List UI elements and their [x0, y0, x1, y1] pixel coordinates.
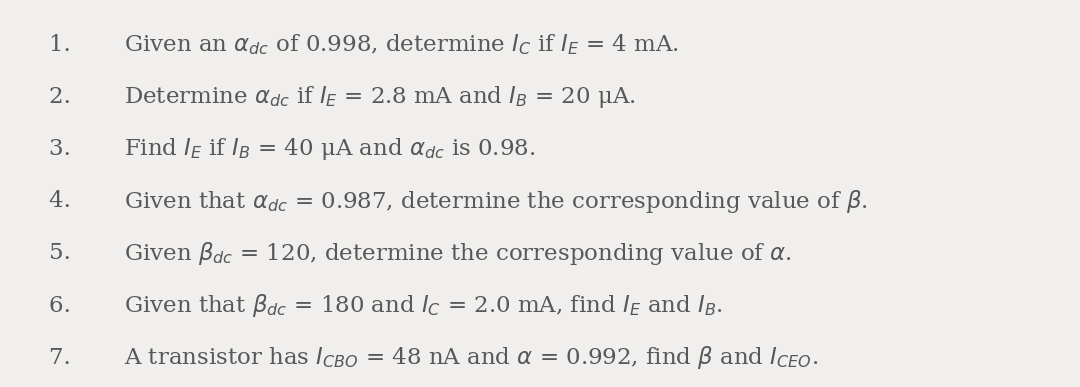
Text: 6.: 6. — [49, 295, 90, 317]
Text: A transistor has $I_{CBO}$ = 48 nA and $\alpha$ = 0.992, find $\beta$ and $I_{CE: A transistor has $I_{CBO}$ = 48 nA and $… — [124, 344, 819, 372]
Text: 1.: 1. — [49, 34, 89, 55]
Text: 2.: 2. — [49, 86, 90, 108]
Text: 5.: 5. — [49, 243, 90, 264]
Text: Given an $\alpha_{dc}$ of 0.998, determine $I_C$ if $I_E$ = 4 mA.: Given an $\alpha_{dc}$ of 0.998, determi… — [124, 32, 679, 57]
Text: Given that $\beta_{dc}$ = 180 and $I_C$ = 2.0 mA, find $I_E$ and $I_B$.: Given that $\beta_{dc}$ = 180 and $I_C$ … — [124, 292, 724, 319]
Text: 7.: 7. — [49, 347, 89, 369]
Text: Find $I_E$ if $I_B$ = 40 μA and $\alpha_{dc}$ is 0.98.: Find $I_E$ if $I_B$ = 40 μA and $\alpha_… — [124, 136, 536, 162]
Text: 4.: 4. — [49, 190, 90, 212]
Text: 3.: 3. — [49, 138, 90, 160]
Text: Determine $\alpha_{dc}$ if $I_E$ = 2.8 mA and $I_B$ = 20 μA.: Determine $\alpha_{dc}$ if $I_E$ = 2.8 m… — [124, 84, 636, 110]
Text: Given that $\alpha_{dc}$ = 0.987, determine the corresponding value of $\beta$.: Given that $\alpha_{dc}$ = 0.987, determ… — [124, 188, 868, 215]
Text: Given $\beta_{dc}$ = 120, determine the corresponding value of $\alpha$.: Given $\beta_{dc}$ = 120, determine the … — [124, 240, 792, 267]
